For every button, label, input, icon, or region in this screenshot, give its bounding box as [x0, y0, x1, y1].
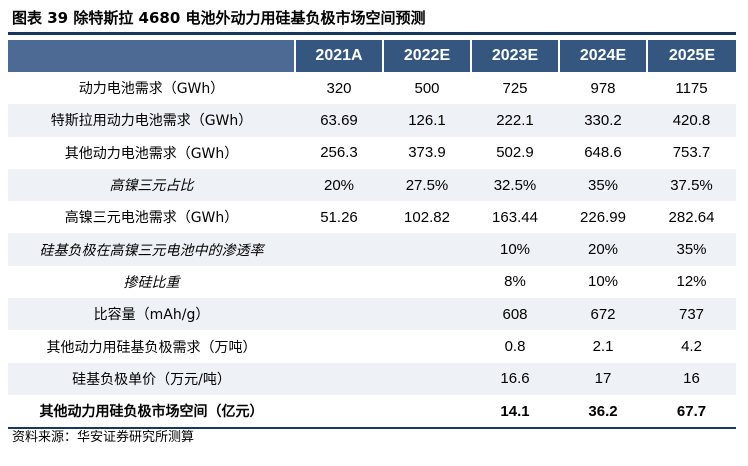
table-cell: 500 [414, 79, 440, 97]
table-cell: 63.69 [295, 104, 383, 137]
table-cell: 226.99 [580, 208, 626, 226]
table-cell: 67.7 [647, 394, 736, 430]
table-cell: 17 [559, 362, 647, 395]
table-cell: 35% [647, 233, 736, 266]
table-cell: 608 [471, 298, 559, 331]
table-cell [295, 394, 383, 430]
table-cell: 36.2 [559, 394, 647, 430]
table-cell: 32.5% [471, 168, 559, 202]
header-label-cell [8, 40, 295, 72]
table-cell [383, 266, 471, 298]
table-row: 特斯拉用动力电池需求（GWh） 63.69 126.1 222.1 330.2 … [8, 104, 736, 137]
table-cell: 648.6 [584, 144, 622, 162]
table-cell: 12% [676, 273, 707, 291]
row-label: 高镍三元电池需求（GWh） [64, 210, 239, 227]
row-label: 特斯拉用动力电池需求（GWh） [8, 104, 295, 137]
table-cell: 2.1 [592, 338, 614, 356]
table-cell: 1175 [675, 79, 708, 97]
table-row-total: 其他动力用硅负极市场空间（亿元） 14.1 36.2 67.7 [8, 394, 736, 430]
table-cell: 35% [559, 168, 647, 202]
table-cell: 163.44 [492, 208, 538, 226]
table-cell: 126.1 [383, 104, 471, 137]
table-cell: 20% [559, 233, 647, 266]
table-cell: 37.5% [647, 168, 736, 202]
table-cell: 10% [587, 273, 619, 291]
table-cell: 672 [559, 298, 647, 331]
table-cell: 27.5% [383, 168, 471, 202]
table-cell [295, 330, 383, 362]
table-cell: 102.82 [404, 208, 450, 226]
table-cell: 20% [295, 168, 383, 202]
table-cell: 10% [471, 233, 559, 266]
header-year-2022e: 2022E [382, 40, 471, 72]
row-label: 高镍三元占比 [8, 168, 295, 202]
table-cell: 420.8 [647, 104, 736, 137]
table-cell: 330.2 [559, 104, 647, 137]
table-cell [383, 330, 471, 362]
data-table-container: 2021A 2022E 2023E 2024E 2025E 动力电池需求（GWh… [8, 40, 736, 430]
table-cell [383, 394, 471, 430]
table-cell [295, 298, 383, 331]
row-label: 其他动力用硅负极市场空间（亿元） [8, 394, 295, 430]
table-cell: 8% [504, 273, 526, 291]
row-label: 动力电池需求（GWh） [78, 81, 225, 98]
table-cell: 753.7 [672, 144, 711, 162]
table-cell: 725 [502, 79, 528, 97]
table-cell: 320 [326, 79, 352, 97]
table-row: 高镍三元占比 20% 27.5% 32.5% 35% 37.5% [8, 168, 736, 202]
table-cell: 256.3 [320, 144, 358, 162]
title-rule [8, 32, 736, 35]
row-label: 其他动力电池需求（GWh） [64, 145, 239, 162]
row-label: 其他动力用硅基负极需求（万吨） [46, 339, 257, 356]
table-cell: 978 [590, 79, 616, 97]
figure-title: 图表 39 除特斯拉 4680 电池外动力用硅基负极市场空间预测 [12, 9, 426, 27]
table-cell [295, 362, 383, 395]
header-year-2021a: 2021A [294, 40, 383, 72]
table-cell: 14.1 [471, 394, 559, 430]
market-forecast-table: 2021A 2022E 2023E 2024E 2025E 动力电池需求（GWh… [8, 40, 736, 430]
table-cell: 737 [647, 298, 736, 331]
table-cell: 282.64 [668, 208, 715, 226]
table-row: 硅基负极单价（万元/吨） 16.6 17 16 [8, 362, 736, 395]
table-cell: 16 [647, 362, 736, 395]
table-cell [383, 298, 471, 331]
table-cell [295, 266, 383, 298]
table-cell: 51.26 [320, 208, 358, 226]
table-cell: 502.9 [496, 144, 534, 162]
header-year-2023e: 2023E [470, 40, 559, 72]
table-cell: 0.8 [504, 338, 526, 356]
row-label: 掺硅比重 [123, 274, 180, 291]
table-row: 高镍三元电池需求（GWh） 51.26 102.82 163.44 226.99… [8, 201, 736, 233]
table-cell [295, 233, 383, 266]
table-cell: 16.6 [471, 362, 559, 395]
table-cell: 222.1 [471, 104, 559, 137]
table-cell [383, 233, 471, 266]
row-label: 硅基负极单价（万元/吨） [8, 362, 295, 395]
table-cell: 373.9 [408, 144, 446, 162]
table-cell: 4.2 [681, 338, 702, 356]
table-row: 其他动力用硅基负极需求（万吨） 0.8 2.1 4.2 [8, 330, 736, 362]
table-row: 掺硅比重 8% 10% 12% [8, 266, 736, 298]
table-header-row: 2021A 2022E 2023E 2024E 2025E [8, 40, 736, 72]
table-row: 比容量（mAh/g） 608 672 737 [8, 298, 736, 331]
source-note: 资料来源：华安证券研究所测算 [12, 430, 195, 445]
table-cell [383, 362, 471, 395]
table-row: 硅基负极在高镍三元电池中的渗透率 10% 20% 35% [8, 233, 736, 266]
table-row: 动力电池需求（GWh） 320 500 725 978 1175 [8, 72, 736, 104]
table-row: 其他动力电池需求（GWh） 256.3 373.9 502.9 648.6 75… [8, 137, 736, 169]
header-year-2025e: 2025E [646, 40, 736, 72]
header-year-2024e: 2024E [558, 40, 647, 72]
row-label: 硅基负极在高镍三元电池中的渗透率 [8, 233, 295, 266]
row-label: 比容量（mAh/g） [8, 298, 295, 331]
